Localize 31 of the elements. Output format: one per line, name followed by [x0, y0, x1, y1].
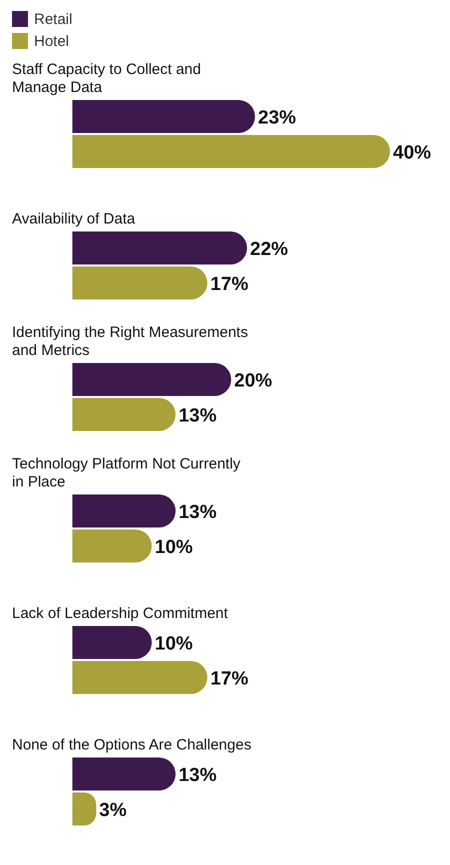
- y-tick-label: Availability of Data: [12, 210, 136, 228]
- bar: [72, 661, 208, 694]
- bar: [72, 494, 176, 528]
- bar: [72, 758, 176, 790]
- data-label: 22%: [250, 239, 288, 260]
- legend-label: Retail: [33, 10, 72, 30]
- bar: [72, 266, 208, 300]
- bar: [72, 626, 152, 659]
- data-label: 13%: [178, 765, 217, 786]
- data-label: 23%: [258, 108, 296, 128]
- data-label: 3%: [99, 800, 127, 821]
- y-tick-label: Staff Capacity to Collect and Manage Data: [12, 61, 201, 96]
- data-label: 10%: [154, 634, 193, 654]
- bar: [72, 530, 152, 562]
- legend-label: Hotel: [33, 32, 70, 52]
- data-label: 10%: [154, 537, 193, 558]
- data-label: 20%: [234, 370, 272, 392]
- bar: [72, 135, 390, 168]
- bar: [72, 363, 232, 396]
- bar: [72, 398, 176, 431]
- bar: [72, 232, 248, 264]
- y-tick-label: Technology Platform Not Currently in Place: [12, 456, 241, 490]
- data-label: 17%: [210, 668, 248, 690]
- bar: [72, 100, 256, 133]
- data-label: 40%: [393, 142, 432, 164]
- data-label: 17%: [210, 274, 248, 295]
- y-tick-label: Lack of Leadership Commitment: [12, 605, 229, 622]
- y-tick-label: Identifying the Right Measurements and Metrics: [12, 324, 248, 359]
- y-tick-label: None of the Options Are Challenges: [12, 736, 252, 754]
- data-label: 13%: [178, 406, 217, 426]
- data-label: 13%: [178, 502, 217, 523]
